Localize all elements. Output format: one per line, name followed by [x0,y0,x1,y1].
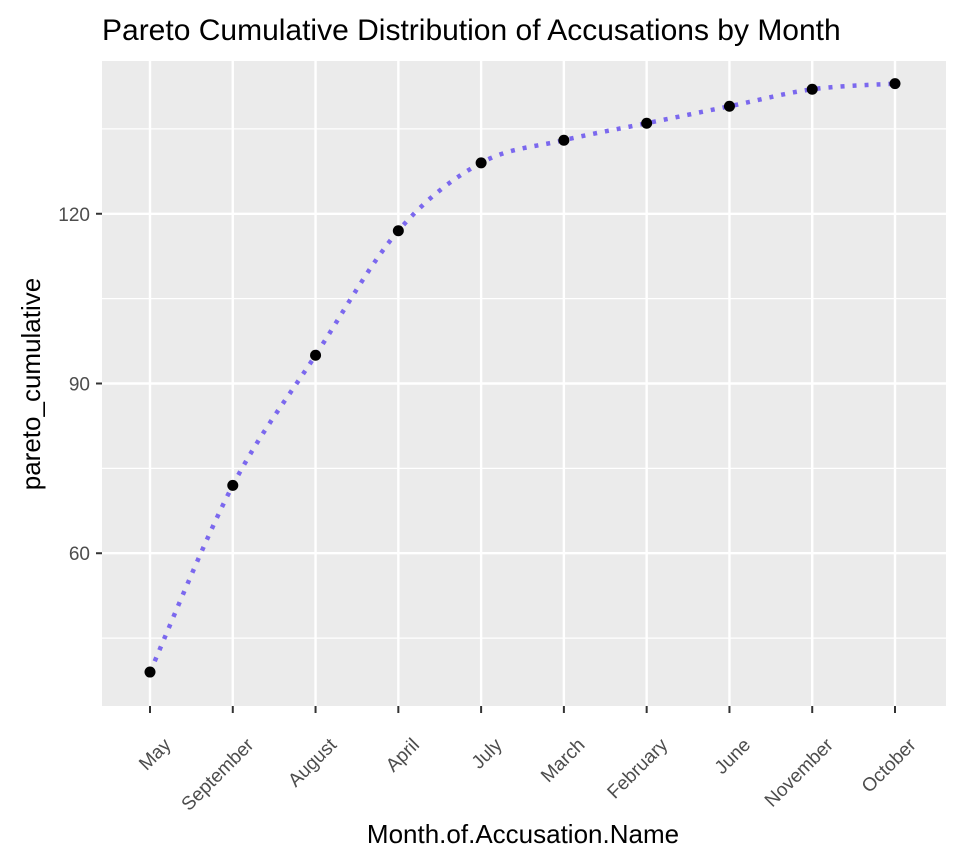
y-tick-label: 60 [69,544,90,565]
x-tick-label-july: July [468,734,507,773]
x-tick-label-may: May [135,734,176,775]
data-point-july [475,157,487,169]
x-tick-label-september: September [178,734,259,815]
grid-major [102,61,946,706]
grid-minor [102,128,946,639]
y-axis: 60 90 120 [58,205,102,565]
x-axis-title: Month.of.Accusation.Name [367,819,679,849]
data-point-november [806,83,818,95]
x-axis: May September August April July March February… [135,706,921,815]
data-point-october [889,78,901,90]
data-point-september [227,479,239,491]
y-tick-label: 120 [58,205,90,226]
data-point-august [310,349,322,361]
x-tick-label-october: October [858,734,921,797]
data-point-april [392,225,404,237]
y-tick-label: 90 [69,375,90,396]
x-tick-label-april: April [382,735,424,777]
series-points [144,78,901,678]
x-tick-label-november: November [761,734,838,811]
data-point-march [558,134,570,146]
x-tick-label-june: June [711,735,755,779]
chart-title: Pareto Cumulative Distribution of Accusa… [102,14,841,47]
data-point-may [144,666,156,678]
x-tick-label-february: February [604,734,673,803]
data-point-june [723,100,735,112]
x-tick-label-august: August [284,734,341,791]
data-point-february [641,117,653,129]
x-tick-label-march: March [537,735,589,787]
y-axis-title: pareto_cumulative [16,278,46,490]
